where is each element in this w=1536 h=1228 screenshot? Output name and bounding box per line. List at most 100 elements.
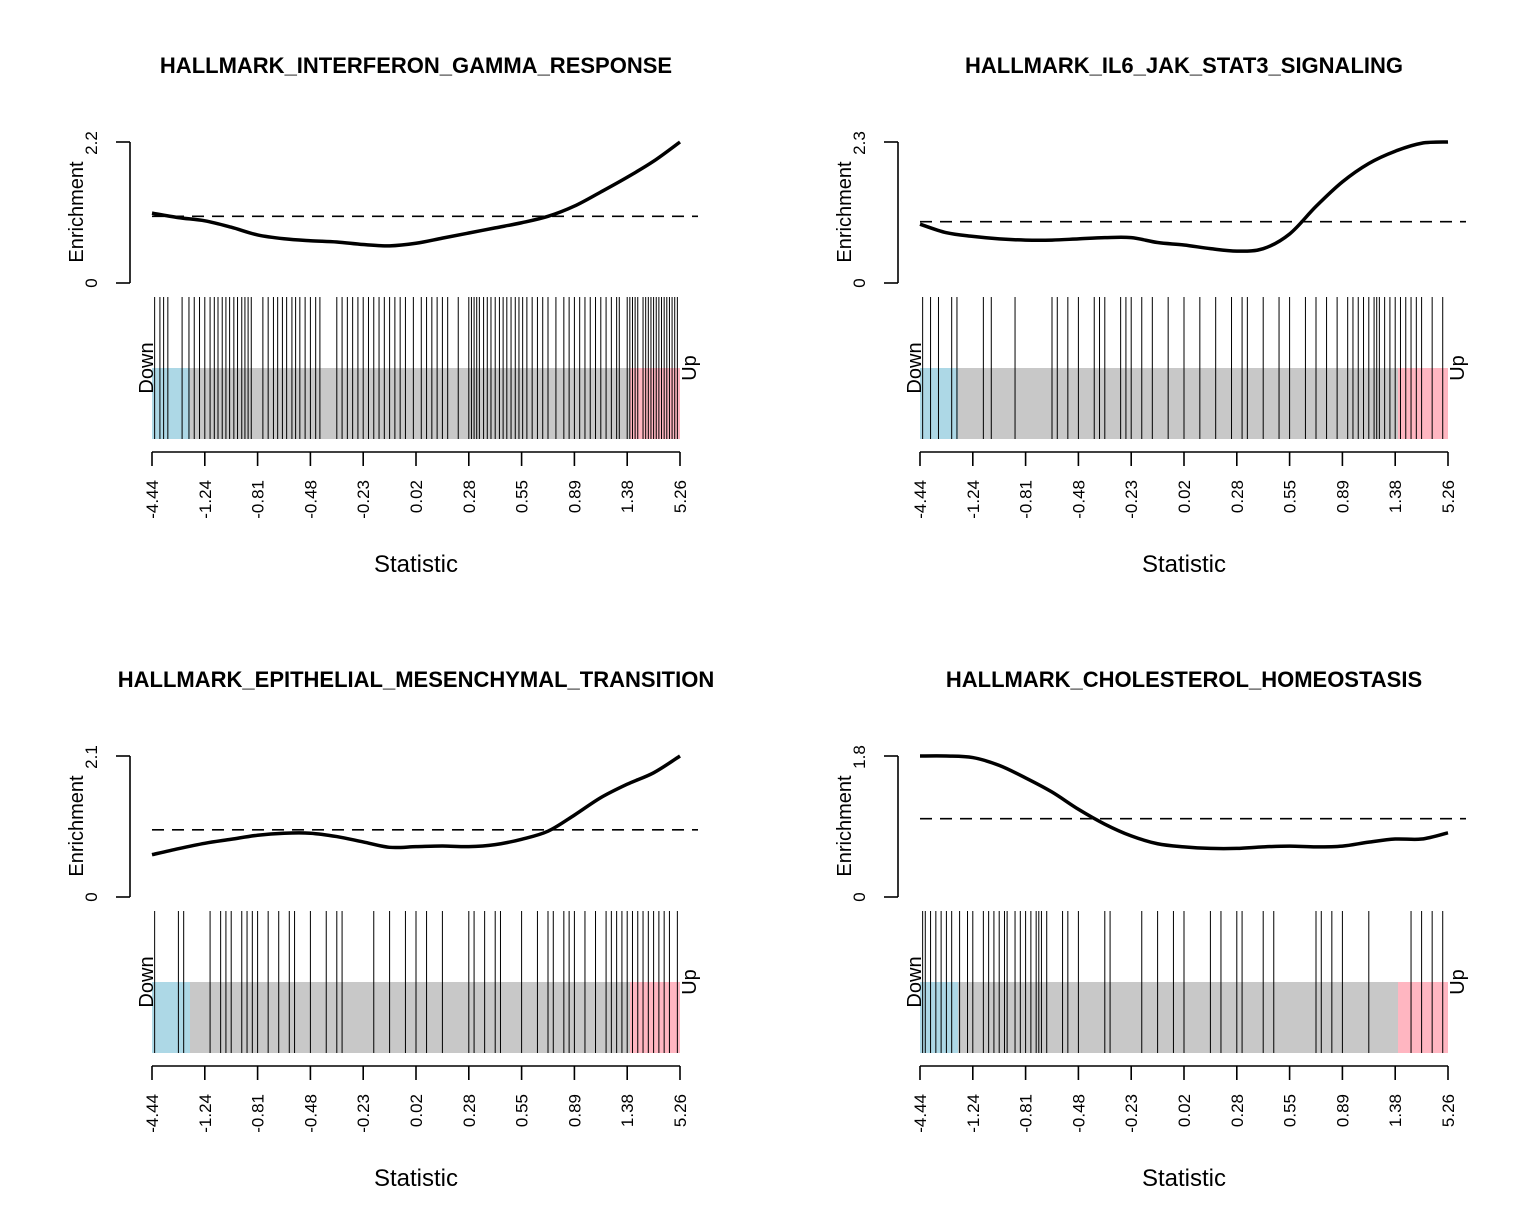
up-label: Up [1447, 355, 1469, 381]
up-label: Up [679, 969, 701, 995]
x-tick-label: 5.26 [671, 1094, 690, 1127]
y-axis-label: Enrichment [834, 775, 856, 877]
y-axis [884, 755, 899, 898]
y-tick-min: 0 [850, 892, 869, 901]
y-axis [116, 755, 131, 898]
x-tick-label: -0.23 [1122, 480, 1141, 519]
x-tick-label: -4.44 [911, 1094, 930, 1133]
x-tick-label: -0.23 [354, 480, 373, 519]
band-up [630, 982, 680, 1053]
y-tick-max: 2.1 [82, 745, 101, 769]
x-tick-label: 0.02 [407, 1094, 426, 1127]
x-tick-label: -0.48 [1069, 1094, 1088, 1133]
enrichment-curve [919, 754, 1449, 851]
x-tick-label: 0.02 [407, 480, 426, 513]
x-tick-label: 1.38 [1386, 480, 1405, 513]
x-tick-label: -0.81 [1017, 480, 1036, 519]
barcode [922, 911, 1444, 1053]
band-middle [152, 368, 680, 439]
barcode [154, 297, 678, 439]
x-tick-label: 0.02 [1175, 1094, 1194, 1127]
y-axis-label: Enrichment [66, 161, 88, 263]
x-tick-label: 0.55 [1281, 1094, 1300, 1127]
x-tick-label: 0.55 [513, 1094, 532, 1127]
x-tick-label: -0.23 [354, 1094, 373, 1133]
x-tick-label: -1.24 [964, 480, 983, 519]
y-tick-max: 1.8 [850, 745, 869, 769]
x-tick-label: 0.89 [565, 1094, 584, 1127]
barcode [922, 297, 1444, 439]
x-axis [919, 451, 1449, 466]
panel-emt: HALLMARK_EPITHELIAL_MESENCHYMAL_TRANSITI… [66, 667, 714, 1192]
panel-title: HALLMARK_EPITHELIAL_MESENCHYMAL_TRANSITI… [118, 667, 714, 692]
band-down [152, 368, 190, 439]
x-tick-labels: -4.44 -1.24 -0.81 -0.48 -0.23 0.02 0.28 0.55 0.8… [143, 1094, 690, 1133]
x-tick-label: 0.28 [1228, 480, 1247, 513]
x-tick-label: 0.55 [513, 480, 532, 513]
panel-title: HALLMARK_CHOLESTEROL_HOMEOSTASIS [946, 667, 1422, 692]
x-tick-label: 0.89 [1333, 480, 1352, 513]
panel-title: HALLMARK_IL6_JAK_STAT3_SIGNALING [965, 53, 1403, 78]
enrichment-curve [151, 140, 682, 248]
band-up [1398, 982, 1448, 1053]
y-axis [884, 141, 899, 284]
x-axis [151, 1065, 681, 1080]
x-tick-label: -4.44 [143, 1094, 162, 1133]
x-tick-label: 0.28 [460, 480, 479, 513]
x-tick-label: 5.26 [671, 480, 690, 513]
down-label: Down [904, 342, 926, 393]
x-tick-label: -1.24 [196, 1094, 215, 1133]
x-tick-label: -1.24 [964, 1094, 983, 1133]
x-tick-label: 0.28 [1228, 1094, 1247, 1127]
x-tick-label: -4.44 [143, 480, 162, 519]
x-axis-label: Statistic [1142, 551, 1226, 578]
y-tick-max: 2.3 [850, 131, 869, 155]
down-label: Down [904, 956, 926, 1007]
x-tick-label: 1.38 [1386, 1094, 1405, 1127]
y-tick-min: 0 [82, 892, 101, 901]
x-axis-label: Statistic [374, 1165, 458, 1192]
x-axis-label: Statistic [1142, 1165, 1226, 1192]
y-tick-min: 0 [850, 278, 869, 287]
x-tick-labels: -4.44 -1.24 -0.81 -0.48 -0.23 0.02 0.28 0.55 0.8… [143, 480, 690, 519]
x-tick-label: 0.89 [1333, 1094, 1352, 1127]
x-tick-label: 1.38 [618, 480, 637, 513]
barcode [154, 911, 678, 1053]
y-tick-min: 0 [82, 278, 101, 287]
enrichment-curve [919, 140, 1449, 253]
y-tick-max: 2.2 [82, 131, 101, 155]
x-tick-label: -0.81 [1017, 1094, 1036, 1133]
x-tick-label: 0.89 [565, 480, 584, 513]
x-tick-label: -4.44 [911, 480, 930, 519]
x-tick-label: 5.26 [1439, 1094, 1458, 1127]
x-axis-label: Statistic [374, 551, 458, 578]
x-tick-label: -0.48 [301, 1094, 320, 1133]
x-tick-labels: -4.44 -1.24 -0.81 -0.48 -0.23 0.02 0.28 0.55 0.8… [911, 1094, 1458, 1133]
x-tick-label: -0.81 [249, 480, 268, 519]
panel-title: HALLMARK_INTERFERON_GAMMA_RESPONSE [160, 53, 672, 78]
panel-cholesterol-homeostasis: HALLMARK_CHOLESTEROL_HOMEOSTASIS Enrichm… [834, 667, 1469, 1192]
x-axis [919, 1065, 1449, 1080]
band-up [1398, 368, 1448, 439]
panel-interferon-gamma: HALLMARK_INTERFERON_GAMMA_RESPONSE Enric… [66, 53, 701, 578]
x-tick-labels: -4.44 -1.24 -0.81 -0.48 -0.23 0.02 0.28 0.55 0.8… [911, 480, 1458, 519]
x-tick-label: 0.55 [1281, 480, 1300, 513]
x-tick-label: 0.28 [460, 1094, 479, 1127]
y-axis-label: Enrichment [834, 161, 856, 263]
up-label: Up [1447, 969, 1469, 995]
x-tick-label: -0.48 [301, 480, 320, 519]
x-tick-label: -0.23 [1122, 1094, 1141, 1133]
y-axis [116, 141, 131, 284]
x-tick-label: -0.48 [1069, 480, 1088, 519]
enrichment-curve [151, 754, 681, 857]
x-tick-label: 0.02 [1175, 480, 1194, 513]
x-tick-label: 1.38 [618, 1094, 637, 1127]
up-label: Up [679, 355, 701, 381]
y-axis-label: Enrichment [66, 775, 88, 877]
x-axis [151, 451, 681, 466]
x-tick-label: -0.81 [249, 1094, 268, 1133]
down-label: Down [136, 956, 158, 1007]
x-tick-label: -1.24 [196, 480, 215, 519]
down-label: Down [136, 342, 158, 393]
